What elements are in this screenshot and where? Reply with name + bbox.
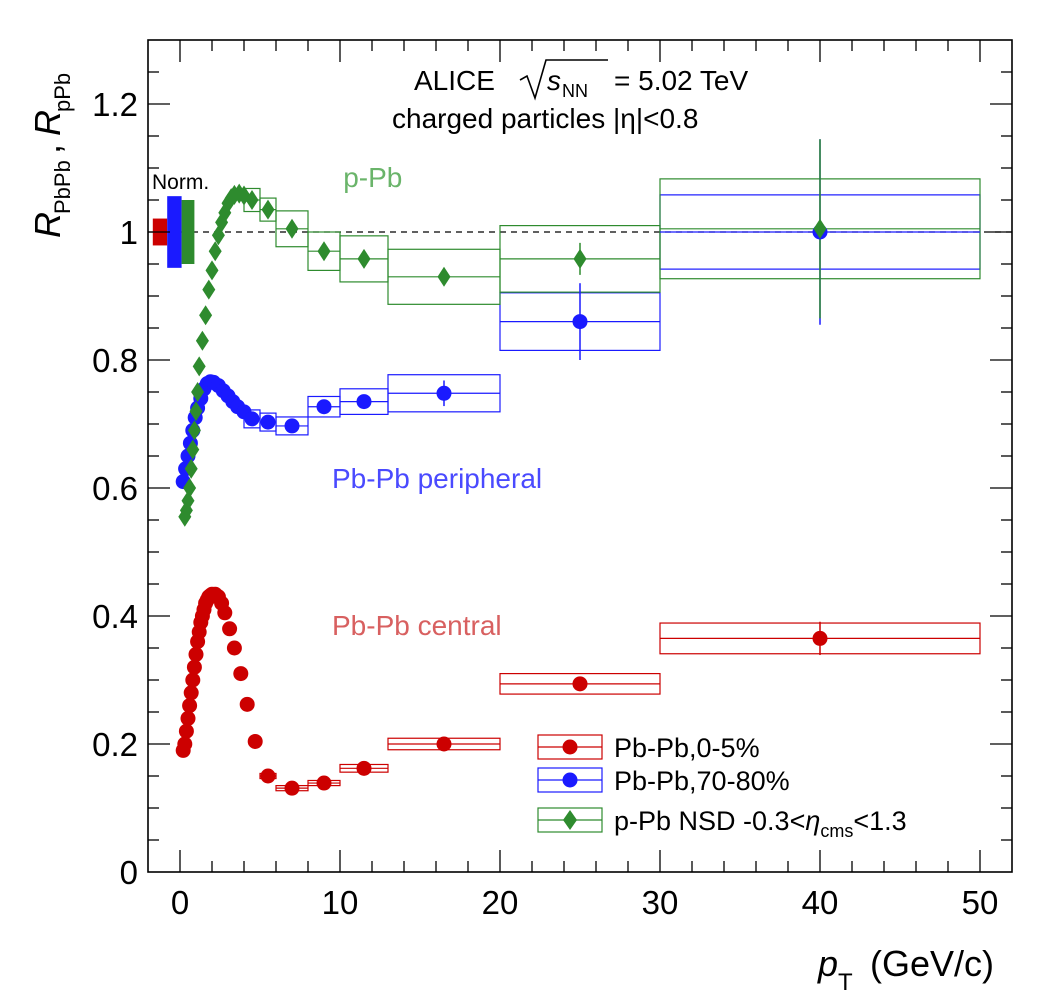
marker-1-24 <box>572 314 588 330</box>
marker-1-21 <box>316 399 332 415</box>
legend-label-1: Pb-Pb,70-80% <box>614 766 790 796</box>
x-tick-label-0: 0 <box>171 884 189 921</box>
legend-label-2-text: p-Pb NSD -0.3<ηcms<1.3 <box>614 806 907 841</box>
marker-0-25 <box>233 666 249 682</box>
marker-2-10 <box>195 330 209 351</box>
ylabel-r1: R <box>27 212 68 238</box>
ylabel-r2: R <box>27 110 68 136</box>
legend-label-2-eta: η <box>805 806 820 836</box>
y-tick-label-1: 0.2 <box>92 726 138 763</box>
title-sqrt-sub: NN <box>562 81 588 101</box>
y-tick-label-2: 0.4 <box>92 598 138 635</box>
marker-0-28 <box>260 768 276 784</box>
legend-label-2a: p-Pb NSD -0.3< <box>614 806 805 836</box>
marker-2-14 <box>208 241 222 262</box>
marker-2-28 <box>437 266 451 287</box>
sqrt-symbol <box>519 59 608 101</box>
marker-0-1 <box>177 736 193 752</box>
marker-2-13 <box>205 260 219 281</box>
y-tick-label-5: 1 <box>120 214 138 251</box>
x-tick-label-4: 40 <box>802 884 839 921</box>
marker-2-5 <box>186 439 200 460</box>
marker-0-32 <box>436 736 452 752</box>
marker-0-22 <box>217 605 233 621</box>
marker-2-9 <box>192 356 206 377</box>
marker-1-19 <box>260 414 276 430</box>
marker-1-22 <box>356 394 372 410</box>
legend-marker-2 <box>563 810 577 830</box>
marker-2-8 <box>191 382 205 402</box>
marker-2-12 <box>202 279 216 300</box>
y-axis-label: R PbPb , R pPb <box>27 73 75 238</box>
legend-label-0: Pb-Pb,0-5% <box>614 733 760 763</box>
norm-box-1 <box>167 196 182 268</box>
marker-2-23 <box>245 190 259 210</box>
x-tick-label-5: 50 <box>962 884 999 921</box>
norm-label: Norm. <box>152 171 209 194</box>
marker-0-23 <box>222 621 238 637</box>
marker-0-24 <box>226 640 242 656</box>
ylabel-sub2: pPb <box>50 73 75 112</box>
marker-0-5 <box>183 685 199 701</box>
x-tick-label-3: 30 <box>642 884 679 921</box>
marker-2-27 <box>357 248 371 269</box>
marker-0-31 <box>356 760 372 776</box>
marker-0-26 <box>239 696 255 712</box>
y-tick-label-4: 0.8 <box>92 342 138 379</box>
xlabel-unit: (GeV/c) <box>870 943 994 984</box>
marker-0-27 <box>247 733 263 749</box>
y-tick-label-0: 0 <box>120 854 138 891</box>
marker-2-4 <box>184 458 198 479</box>
norm-box-2 <box>181 200 195 264</box>
annotation-pbpb-central: Pb-Pb central <box>332 610 502 641</box>
title-experiment: ALICE <box>414 65 495 96</box>
marker-0-29 <box>284 780 300 796</box>
marker-0-33 <box>572 676 588 692</box>
marker-1-23 <box>436 385 452 401</box>
legend-marker-0 <box>562 739 578 755</box>
marker-2-6 <box>187 420 201 441</box>
marker-0-3 <box>180 710 196 726</box>
marker-0-34 <box>812 630 828 646</box>
marker-2-25 <box>285 218 299 239</box>
marker-2-7 <box>189 401 203 422</box>
axis-ticks: 0 10 20 30 40 50 0 0.2 0.4 0.6 0.8 1 1.2 <box>92 40 1012 921</box>
y-tick-label-6: 1.2 <box>92 86 138 123</box>
marker-2-2 <box>181 490 195 511</box>
legend-label-2-sub: cms <box>820 821 853 841</box>
marker-0-2 <box>178 723 194 739</box>
marker-2-11 <box>199 305 213 326</box>
marker-2-26 <box>317 241 331 262</box>
legend: Pb-Pb,0-5% Pb-Pb,70-80% p-Pb NSD -0.3<ηc… <box>537 733 907 841</box>
ylabel-sep: , <box>27 144 68 154</box>
annotation-pbpb-peripheral: Pb-Pb peripheral <box>332 463 542 494</box>
x-tick-label-1: 10 <box>322 884 359 921</box>
marker-2-24 <box>261 199 275 220</box>
marker-0-4 <box>182 698 198 714</box>
marker-2-3 <box>183 478 197 498</box>
marker-0-7 <box>186 659 202 675</box>
xlabel-sub: T <box>838 969 853 996</box>
title-sqrt-s: s <box>547 65 561 96</box>
data-markers <box>175 183 828 796</box>
legend-marker-1 <box>562 772 578 788</box>
title-energy: = 5.02 TeV <box>614 65 748 96</box>
marker-2-30 <box>813 218 827 239</box>
xlabel-p: p <box>817 943 838 984</box>
annotation-ppb: p-Pb <box>343 162 402 193</box>
marker-0-8 <box>188 646 204 662</box>
ylabel-sub1: PbPb <box>50 160 75 214</box>
marker-2-29 <box>573 248 587 269</box>
marker-0-6 <box>185 672 201 688</box>
title-subtitle: charged particles |η|<0.8 <box>392 103 698 134</box>
marker-1-18 <box>244 411 260 427</box>
marker-1-20 <box>284 418 300 434</box>
y-tick-label-3: 0.6 <box>92 470 138 507</box>
marker-0-30 <box>316 775 332 791</box>
x-tick-label-2: 20 <box>482 884 519 921</box>
legend-label-2-end: <1.3 <box>853 806 906 836</box>
